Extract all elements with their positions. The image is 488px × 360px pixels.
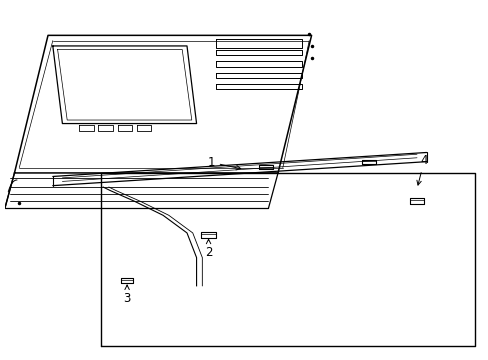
Text: 4: 4 — [416, 154, 427, 185]
Text: 3: 3 — [123, 285, 130, 305]
Text: 2: 2 — [204, 239, 212, 259]
Text: 1: 1 — [207, 156, 240, 170]
